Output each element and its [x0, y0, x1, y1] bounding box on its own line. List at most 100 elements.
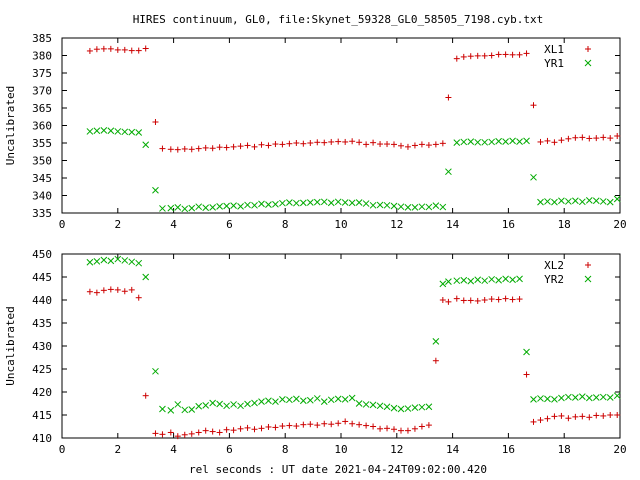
data-point: [445, 298, 452, 305]
legend-label: YR1: [544, 57, 564, 70]
data-point: [363, 141, 370, 148]
data-point: [152, 367, 159, 375]
data-point: [286, 140, 293, 147]
data-point: [86, 288, 93, 295]
data-point: [460, 53, 467, 60]
data-point: [411, 142, 418, 149]
data-point: [558, 137, 565, 144]
data-point: [356, 139, 363, 146]
data-point: [613, 392, 621, 400]
data-point: [135, 47, 142, 54]
data-point: [152, 119, 159, 125]
data-point: [159, 431, 166, 438]
data-point: [488, 296, 495, 303]
upper-panel: 335 340 345 350 355 360 365 370 375 380 385 0 2 4 6 8 10…: [4, 32, 627, 231]
data-point: [181, 431, 188, 438]
data-point: [152, 430, 159, 437]
data-point: [272, 424, 279, 431]
x-tick-label: 6: [226, 218, 233, 231]
data-point: [258, 425, 265, 432]
series-xl2: [86, 286, 621, 440]
data-point: [174, 401, 182, 408]
data-point: [453, 295, 460, 302]
y-tick-label: 375: [32, 67, 52, 80]
data-point: [334, 198, 342, 206]
data-point: [481, 138, 489, 146]
data-point: [216, 429, 223, 436]
data-point: [565, 415, 572, 422]
data-point: [516, 275, 523, 283]
data-point: [237, 202, 244, 210]
data-point: [600, 134, 607, 141]
data-point: [272, 141, 279, 148]
data-point: [509, 296, 516, 303]
data-point: [114, 128, 122, 135]
data-point: [114, 46, 121, 53]
data-point: [334, 395, 342, 403]
data-point: [599, 393, 607, 401]
data-point: [453, 139, 461, 147]
data-point: [453, 55, 460, 62]
data-point: [286, 422, 293, 429]
data-point: [432, 141, 439, 148]
data-point: [411, 404, 419, 411]
data-point: [488, 138, 496, 146]
data-point: [425, 422, 432, 429]
x-tick-label: 8: [282, 218, 289, 231]
data-point: [460, 138, 468, 146]
data-point: [418, 203, 426, 211]
data-point: [565, 135, 572, 142]
y-tick-label: 415: [32, 409, 52, 422]
y-tick-label: 445: [32, 271, 52, 284]
data-point: [544, 137, 551, 144]
data-point: [397, 427, 404, 434]
x-tick-label: 2: [114, 443, 121, 456]
data-point: [370, 423, 377, 430]
data-point: [614, 133, 621, 139]
data-point: [342, 138, 349, 145]
legend-marker: [585, 46, 591, 52]
data-point: [592, 394, 600, 401]
data-point: [128, 286, 135, 293]
data-point: [495, 276, 502, 284]
y-tick-label: 380: [32, 50, 52, 63]
data-point: [467, 277, 475, 285]
data-point: [502, 295, 509, 302]
data-point: [320, 398, 328, 406]
data-point: [418, 423, 425, 430]
data-point: [453, 277, 461, 285]
data-point: [251, 143, 258, 150]
legend-marker: [584, 275, 592, 283]
data-point: [314, 139, 321, 146]
data-point: [551, 139, 558, 146]
y-tick-label: 355: [32, 137, 52, 150]
data-point: [216, 144, 223, 151]
data-point: [121, 128, 129, 136]
x-tick-label: 6: [226, 443, 233, 456]
y-tick-label: 340: [32, 190, 52, 203]
data-point: [202, 204, 210, 212]
data-point: [565, 198, 572, 205]
data-point: [279, 141, 286, 148]
data-point: [445, 94, 452, 101]
data-point: [600, 412, 607, 419]
data-point: [244, 424, 251, 431]
data-point: [107, 127, 115, 135]
x-tick-label: 2: [114, 218, 121, 231]
data-point: [355, 199, 363, 206]
data-point: [181, 145, 188, 152]
data-point: [502, 275, 509, 283]
data-point: [107, 45, 114, 52]
data-point: [565, 393, 572, 401]
data-point: [592, 197, 600, 205]
data-point: [390, 404, 398, 412]
plot-frame: [61, 37, 621, 214]
x-tick-label: 8: [282, 443, 289, 456]
data-point: [544, 198, 551, 205]
data-point: [544, 415, 551, 422]
data-point: [579, 413, 586, 420]
data-point: [100, 287, 107, 294]
y-tick-label: 345: [32, 172, 52, 185]
data-point: [516, 51, 523, 58]
